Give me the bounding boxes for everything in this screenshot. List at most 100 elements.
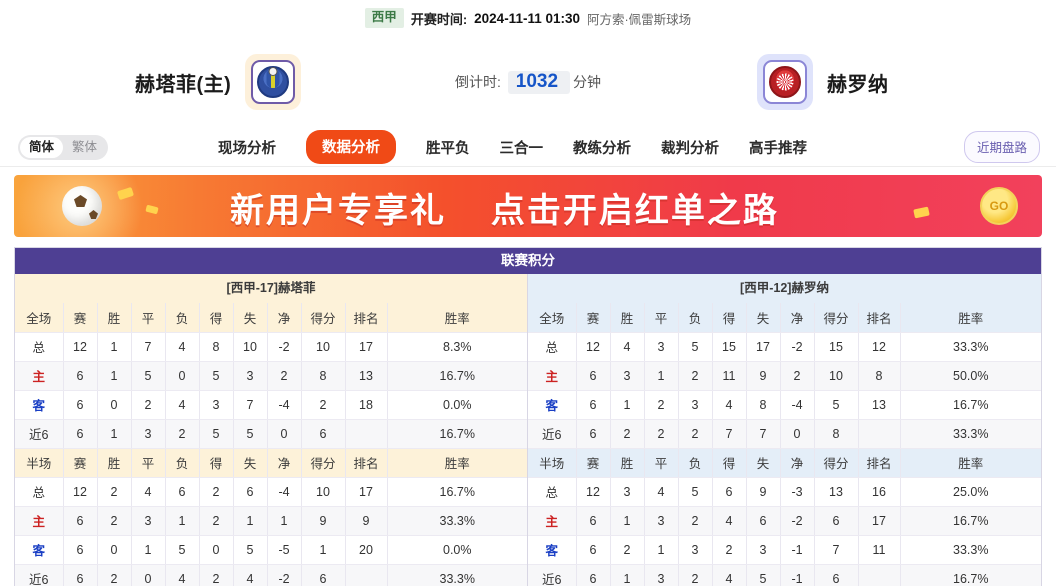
recent-odds-button[interactable]: 近期盘路 [963, 131, 1040, 163]
tab-expert-picks[interactable]: 高手推荐 [749, 140, 807, 157]
column-header: 排名 [858, 303, 901, 333]
table-cell: 8 [301, 361, 346, 391]
table-cell: 6 [301, 419, 346, 449]
banner-text: 新用户专享礼 点击开启红单之路 [230, 183, 779, 232]
table-row: 客 6 0 2 4 3 7 -4 2 18 0.0% [15, 390, 527, 420]
table-cell: -1 [780, 564, 815, 586]
stadium-name: 阿方索·佩雷斯球场 [587, 12, 692, 27]
table-cell: 6 [746, 506, 781, 536]
column-header: 负 [678, 448, 713, 478]
scope-header: 全场 [15, 303, 64, 333]
tab-win-draw-loss[interactable]: 胜平负 [426, 140, 470, 157]
table-cell: 6 [63, 419, 98, 449]
table-cell: 5 [746, 564, 781, 586]
row-label: 总 [15, 332, 64, 362]
table-row: 近6 6 2 0 4 2 4 -2 6 33.3% [15, 564, 527, 586]
table-cell: 13 [858, 390, 901, 420]
table-row: 主 6 3 1 2 11 9 2 10 8 50.0% [528, 361, 1041, 391]
tab-referee-analysis[interactable]: 裁判分析 [661, 140, 719, 157]
table-cell: 11 [858, 535, 901, 565]
column-header: 胜率 [387, 448, 527, 478]
column-header: 得 [199, 448, 234, 478]
language-toggle[interactable]: 简体 繁体 [18, 134, 109, 160]
away-team-block[interactable]: 赫罗纳 [757, 54, 889, 110]
table-cell: 4 [644, 477, 679, 507]
table-cell: 1 [644, 535, 679, 565]
home-team-block[interactable]: 赫塔菲(主) [135, 54, 302, 110]
table-cell: 3 [199, 390, 234, 420]
row-label: 近6 [15, 564, 64, 586]
tab-data-analysis[interactable]: 数据分析 [306, 130, 396, 164]
table-cell: 0 [780, 419, 815, 449]
row-label: 近6 [15, 419, 64, 449]
table-cell: -4 [267, 390, 302, 420]
countdown-value: 1032 [515, 71, 559, 92]
table-cell: 4 [610, 332, 645, 362]
table-cell: 4 [712, 390, 747, 420]
table-cell: 6 [576, 419, 611, 449]
away-team-name: 赫罗纳 [827, 73, 889, 96]
away-standings-panel: [西甲-12]赫罗纳 全场赛胜平负得失净得分 排名 胜率总 12 4 3 5 15 17 -2 15… [528, 274, 1041, 586]
table-cell: 6 [233, 477, 268, 507]
table-cell: 12 [576, 477, 611, 507]
table-cell: 50.0% [900, 361, 1041, 391]
lang-traditional[interactable]: 繁体 [72, 139, 98, 154]
promo-banner[interactable]: 新用户专享礼 点击开启红单之路 GO [14, 175, 1042, 237]
column-header: 胜率 [387, 303, 527, 333]
table-cell: 7 [746, 419, 781, 449]
row-label: 总 [15, 477, 64, 507]
table-cell: 16.7% [900, 506, 1041, 536]
table-cell: 2 [644, 419, 679, 449]
table-cell: 12 [858, 332, 901, 362]
table-cell: 6 [576, 564, 611, 586]
table-cell: 8 [858, 361, 901, 391]
table-row: 近6 6 2 2 2 7 7 0 8 33.3% [528, 419, 1041, 449]
table-cell: 1 [165, 506, 200, 536]
column-header: 得分 [301, 303, 346, 333]
table-cell: 10 [233, 332, 268, 362]
table-cell: 5 [199, 419, 234, 449]
gold-coin-icon[interactable]: GO [980, 187, 1018, 225]
table-cell: 17 [858, 506, 901, 536]
table-cell: 6 [165, 477, 200, 507]
table-cell: 3 [678, 390, 713, 420]
table-header-row: 全场赛胜平负得失净得分 排名 胜率 [528, 303, 1041, 333]
table-cell: 5 [678, 332, 713, 362]
table-cell: 33.3% [900, 419, 1041, 449]
tab-coach-analysis[interactable]: 教练分析 [573, 140, 631, 157]
table-cell: 1 [610, 506, 645, 536]
column-header: 胜 [97, 303, 132, 333]
table-cell: 5 [131, 361, 166, 391]
table-cell: 5 [233, 419, 268, 449]
table-cell: -2 [780, 332, 815, 362]
table-cell: -3 [780, 477, 815, 507]
table-cell: 15 [712, 332, 747, 362]
table-cell: 4 [712, 564, 747, 586]
table-cell: 17 [345, 332, 388, 362]
table-cell: 16.7% [900, 564, 1041, 586]
table-cell: 33.3% [900, 535, 1041, 565]
table-cell: 5 [678, 477, 713, 507]
main-nav: 简体 繁体 现场分析 数据分析 胜平负 三合一 教练分析 裁判分析 高手推荐 近… [0, 128, 1056, 167]
tab-live-analysis[interactable]: 现场分析 [218, 140, 276, 157]
kickoff-label: 开赛时间: [410, 11, 468, 27]
lang-simplified[interactable]: 简体 [20, 136, 64, 158]
table-cell: 6 [63, 535, 98, 565]
table-cell: 6 [63, 506, 98, 536]
table-cell: 4 [165, 564, 200, 586]
table-cell: 3 [610, 361, 645, 391]
tab-three-in-one[interactable]: 三合一 [499, 140, 544, 157]
table-cell: 4 [165, 390, 200, 420]
confetti-icon [913, 206, 930, 219]
table-cell: -2 [267, 564, 302, 586]
away-standings-table: 全场赛胜平负得失净得分 排名 胜率总 12 4 3 5 15 17 -2 15 12 33.3% 主 6 3 1… [528, 303, 1041, 586]
column-header: 净 [780, 303, 815, 333]
table-cell: 3 [678, 535, 713, 565]
table-cell: 33.3% [900, 332, 1041, 362]
table-cell: 3 [233, 361, 268, 391]
row-label: 主 [15, 506, 64, 536]
table-cell: 9 [746, 477, 781, 507]
table-cell: 25.0% [900, 477, 1041, 507]
banner-text-part1: 新用户专享礼 [230, 192, 446, 230]
table-cell [858, 564, 901, 586]
